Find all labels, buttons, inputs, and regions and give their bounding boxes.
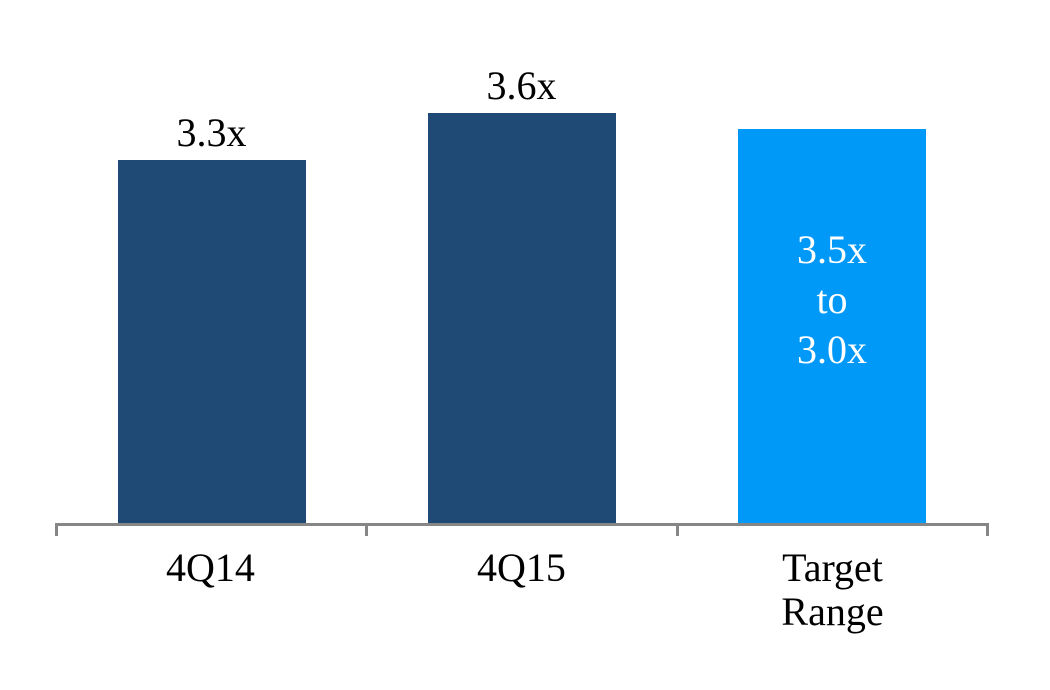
x-axis-line: [55, 523, 989, 526]
x-axis-tick: [365, 523, 368, 536]
x-axis-tick: [676, 523, 679, 536]
bar-4q14: [118, 160, 306, 523]
x-axis-label-4q15: 4Q15: [477, 545, 566, 590]
x-axis-label-4q14: 4Q14: [166, 545, 255, 590]
bar-4q15: [428, 113, 616, 523]
x-axis-label-target-range: Target Range: [781, 545, 884, 634]
x-axis-tick: [986, 523, 989, 536]
data-label-target-range: 3.5x to 3.0x: [797, 227, 867, 372]
data-label-4q14: 3.3x: [176, 110, 247, 155]
bar-target-range: 3.5x to 3.0x: [738, 129, 926, 523]
x-axis-tick: [55, 523, 58, 536]
data-label-4q15: 3.6x: [486, 63, 557, 108]
